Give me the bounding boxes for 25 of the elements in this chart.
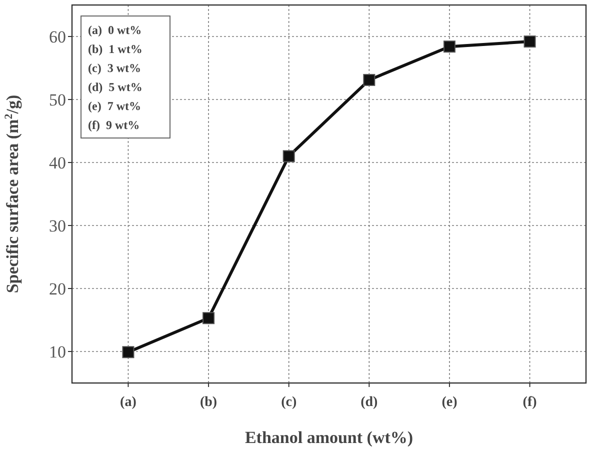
x-tick-label: (a) (120, 395, 137, 410)
x-tick-label: (f) (522, 395, 538, 410)
point (363, 74, 376, 86)
y-tick-label: 30 (49, 216, 66, 236)
annotation: (b) 1 wt% (88, 42, 142, 56)
annotation: (d) 5 wt% (88, 80, 142, 94)
x-tick-label: (b) (200, 395, 218, 410)
y-tick-label: 20 (49, 280, 66, 298)
y-tick-label: 50 (49, 90, 66, 110)
annotation: (a) 0 wt% (88, 23, 142, 37)
point (282, 150, 295, 162)
y-tick-label: 60 (49, 28, 66, 46)
point (524, 36, 536, 48)
x-tick-label: (d) (360, 395, 378, 410)
annotation: (c) 3 wt% (88, 61, 141, 75)
point (202, 312, 215, 324)
x-axis-title: Ethanol amount (wt%) (244, 428, 414, 447)
annotation: (f) 9 wt% (88, 118, 140, 132)
point (443, 40, 456, 53)
y-tick-label: 40 (49, 154, 66, 172)
x-tick-label: (e) (442, 395, 458, 410)
point (122, 346, 134, 358)
y-tick-label: 10 (49, 342, 66, 362)
x-tick-label: (c) (281, 395, 297, 410)
annotation: (e) 7 wt% (88, 99, 141, 113)
